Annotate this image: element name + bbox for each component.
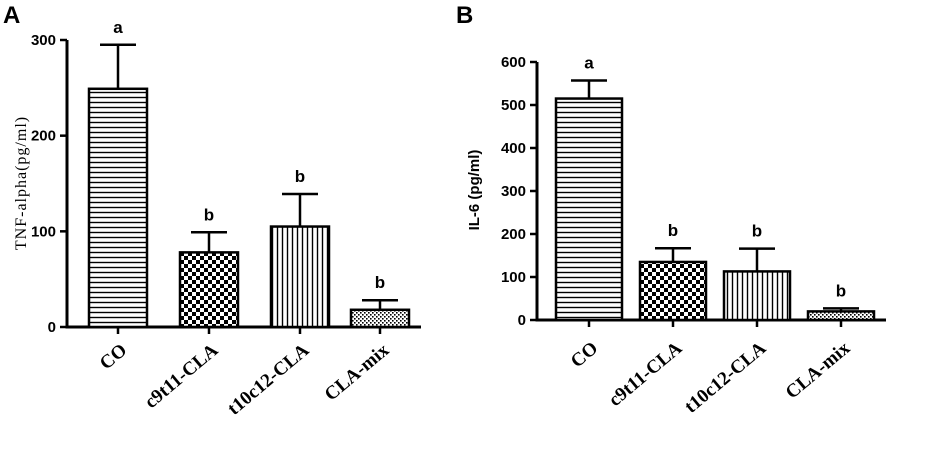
bar-a-2: [269, 225, 331, 329]
panel-letter-a: A: [3, 2, 20, 29]
y-tick-label-b: 0: [518, 312, 526, 329]
panel-letter-b: B: [456, 2, 473, 29]
bar-a-3: [349, 308, 411, 329]
significance-label-a-1: b: [204, 205, 214, 224]
y-tick-label-b: 400: [501, 140, 526, 157]
bar-b-0: [554, 97, 624, 322]
y-tick-label-a: 100: [31, 223, 56, 240]
y-axis-label-a: TNF-alpha(pg/ml): [13, 116, 30, 250]
y-tick-label-a: 300: [31, 32, 56, 49]
category-label-a-2: t10c12-CLA: [224, 340, 314, 420]
significance-label-a-3: b: [375, 273, 385, 292]
significance-label-b-3: b: [836, 281, 846, 300]
panel-a: A TNF-alpha(pg/ml) 0 100 200 300 a CO b c9t11-C…: [3, 2, 421, 420]
y-tick-label-b: 300: [501, 183, 526, 200]
category-label-b-0: CO: [567, 338, 602, 372]
bar-a-1: [178, 251, 240, 329]
category-label-a-0: CO: [96, 340, 131, 374]
panel-b: B IL-6 (pg/ml) 0 100 200 300 400 500 600 a CO b c9…: [456, 2, 886, 418]
significance-label-b-1: b: [668, 221, 678, 240]
category-label-a-1: c9t11-CLA: [141, 340, 223, 413]
category-label-b-3: CLA-mix: [782, 337, 855, 403]
bar-b-1: [638, 260, 708, 322]
category-label-b-2: t10c12-CLA: [681, 338, 771, 418]
plot-area-a: 0 100 200 300 a CO b c9t11-CLA b t10c12-CLA b CLA-m…: [31, 18, 421, 420]
y-tick-label-a: 200: [31, 128, 56, 145]
bar-b-3: [806, 310, 876, 322]
bar-a-0: [87, 87, 149, 329]
category-label-a-3: CLA-mix: [321, 339, 394, 405]
significance-label-a-2: b: [295, 167, 305, 186]
y-axis-label-b: IL-6 (pg/ml): [466, 150, 483, 231]
plot-area-b: 0 100 200 300 400 500 600 a CO b c9t11-CLA b t10c12-…: [501, 53, 886, 418]
y-tick-label-b: 100: [501, 269, 526, 286]
bar-b-2: [722, 270, 792, 322]
significance-label-b-2: b: [752, 222, 762, 241]
category-label-b-1: c9t11-CLA: [605, 338, 687, 411]
significance-label-b-0: a: [584, 53, 594, 72]
y-tick-label-b: 500: [501, 97, 526, 114]
y-tick-label-a: 0: [48, 319, 56, 336]
y-tick-label-b: 600: [501, 54, 526, 71]
y-tick-label-b: 200: [501, 226, 526, 243]
significance-label-a-0: a: [113, 18, 123, 37]
